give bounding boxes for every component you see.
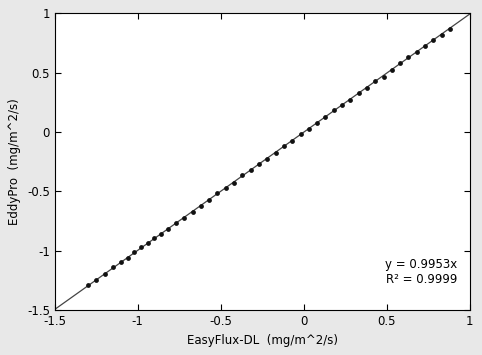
Point <box>230 180 238 185</box>
Point <box>117 260 125 265</box>
Point <box>272 150 280 155</box>
Point <box>189 209 197 215</box>
Point <box>404 54 412 60</box>
Point <box>180 215 188 221</box>
Point <box>413 49 421 54</box>
Text: y = 0.9953x
R² = 0.9999: y = 0.9953x R² = 0.9999 <box>385 258 457 286</box>
Point <box>355 90 362 95</box>
Point <box>372 78 379 84</box>
Point <box>172 220 180 226</box>
Point <box>109 264 117 270</box>
Point <box>380 74 388 80</box>
Point <box>388 67 396 73</box>
Point <box>164 226 172 232</box>
Point <box>222 185 229 191</box>
Point <box>150 235 158 241</box>
Point <box>84 283 92 288</box>
Point <box>137 245 145 250</box>
Point <box>205 197 213 203</box>
Point <box>347 97 354 103</box>
Point <box>446 26 454 31</box>
Point <box>131 249 138 255</box>
Point <box>297 131 305 137</box>
Point <box>239 172 246 178</box>
Point <box>247 167 254 173</box>
Point <box>288 138 296 144</box>
Point <box>124 255 132 260</box>
Point <box>438 32 445 38</box>
Point <box>363 85 371 91</box>
Point <box>93 277 100 283</box>
Point <box>157 231 165 237</box>
Point <box>101 271 108 277</box>
Point <box>330 107 337 113</box>
Point <box>321 114 329 120</box>
Point <box>255 161 263 167</box>
Point <box>197 203 205 209</box>
Point <box>264 156 271 162</box>
Point <box>313 120 321 126</box>
Point <box>396 61 404 66</box>
Point <box>429 37 437 43</box>
Y-axis label: EddyPro  (mg/m^2/s): EddyPro (mg/m^2/s) <box>8 98 21 225</box>
Point <box>280 143 288 149</box>
Point <box>214 191 221 196</box>
Point <box>338 102 346 108</box>
X-axis label: EasyFlux-DL  (mg/m^2/s): EasyFlux-DL (mg/m^2/s) <box>187 334 338 347</box>
Point <box>305 126 313 132</box>
Point <box>144 241 152 246</box>
Point <box>421 43 429 49</box>
